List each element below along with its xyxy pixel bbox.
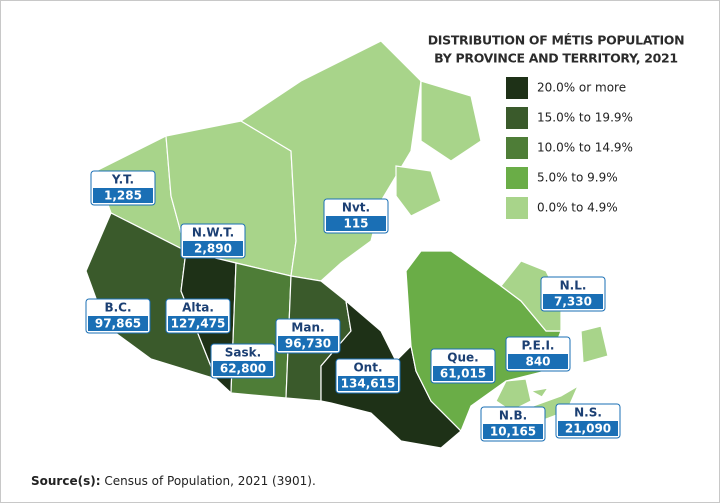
title-line: BY PROVINCE AND TERRITORY, 2021 (434, 51, 678, 66)
region-population: 840 (525, 355, 550, 369)
region-abbr: Ont. (353, 361, 382, 375)
legend-swatch (506, 107, 528, 129)
legend-label: 15.0% to 19.9% (537, 111, 633, 125)
region-population: 1,285 (104, 189, 142, 203)
region-label: Que. 61,015 (430, 348, 496, 384)
region-label: P.E.I. 840 (505, 336, 571, 372)
value-box (543, 294, 603, 309)
value-box (213, 361, 273, 376)
region-abbr: B.C. (104, 301, 131, 315)
region-label: Sask. 62,800 (210, 343, 276, 379)
region-population: 134,615 (341, 377, 396, 391)
value-box (338, 376, 398, 391)
value-box (278, 336, 338, 351)
value-box (93, 188, 153, 203)
province (420, 80, 482, 162)
region-population: 96,730 (285, 337, 331, 351)
region-label: Y.T. 1,285 (90, 170, 156, 206)
value-box (508, 354, 568, 369)
province (529, 387, 550, 398)
province (395, 165, 442, 217)
province (580, 325, 609, 364)
value-box (433, 366, 493, 381)
legend-swatch (506, 77, 528, 99)
value-box (558, 421, 618, 436)
region-population: 7,330 (554, 295, 592, 309)
legend-swatch (506, 137, 528, 159)
legend-label: 20.0% or more (537, 81, 626, 95)
region-population: 62,800 (220, 362, 266, 376)
legend-swatch (506, 197, 528, 219)
region-population: 21,090 (565, 422, 611, 436)
province (495, 378, 532, 412)
region-population: 127,475 (171, 317, 226, 331)
region-label: B.C. 97,865 (85, 298, 151, 334)
value-box (483, 424, 543, 439)
region-abbr: Y.T. (111, 173, 134, 187)
region-label: N.S. 21,090 (555, 403, 621, 439)
region-label: N.L. 7,330 (540, 276, 606, 312)
value-box (326, 216, 386, 231)
value-box (183, 241, 243, 256)
value-box (168, 316, 228, 331)
region-abbr: N.B. (499, 409, 527, 423)
region-abbr: N.S. (574, 406, 602, 420)
legend-swatch (506, 167, 528, 189)
region-label: N.W.T. 2,890 (180, 223, 246, 259)
region-abbr: N.L. (560, 279, 587, 293)
region-abbr: Man. (291, 321, 324, 335)
region-label: Alta. 127,475 (165, 298, 231, 334)
region-abbr: N.W.T. (192, 226, 234, 240)
legend-label: 0.0% to 4.9% (537, 201, 618, 215)
value-box (88, 316, 148, 331)
region-abbr: P.E.I. (522, 339, 555, 353)
legend-label: 5.0% to 9.9% (537, 171, 618, 185)
region-population: 97,865 (95, 317, 141, 331)
title-line: DISTRIBUTION OF MÉTIS POPULATION (428, 33, 685, 48)
region-label: Nvt. 115 (323, 198, 389, 234)
source-label: Source(s): (31, 474, 101, 488)
region-label: Ont. 134,615 (335, 358, 401, 394)
region-label: N.B. 10,165 (480, 406, 546, 442)
legend-label: 10.0% to 14.9% (537, 141, 633, 155)
region-abbr: Sask. (225, 346, 261, 360)
region-label: Man. 96,730 (275, 318, 341, 354)
source: Source(s): Census of Population, 2021 (3… (31, 474, 316, 488)
region-population: 2,890 (194, 242, 232, 256)
region-abbr: Que. (447, 351, 478, 365)
region-population: 61,015 (440, 367, 486, 381)
source-text: Census of Population, 2021 (3901). (104, 474, 315, 488)
region-abbr: Nvt. (342, 201, 370, 215)
region-population: 10,165 (490, 425, 536, 439)
region-population: 115 (343, 217, 368, 231)
region-abbr: Alta. (182, 301, 214, 315)
